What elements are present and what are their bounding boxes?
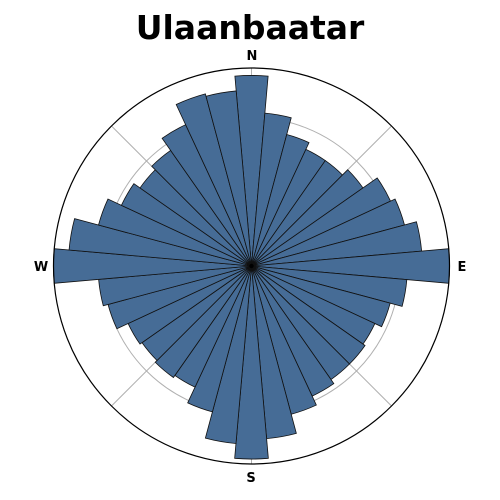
direction-label-north: N bbox=[247, 49, 258, 64]
direction-label-east: E bbox=[458, 260, 467, 275]
rose-bars bbox=[53, 75, 450, 460]
direction-label-south: S bbox=[246, 471, 255, 486]
rose-bar-290 bbox=[98, 198, 252, 267]
chart-title: Ulaanbaatar bbox=[135, 8, 365, 47]
center-dot bbox=[249, 263, 254, 269]
rose-bar-350 bbox=[205, 90, 252, 267]
outer-frame-circle bbox=[52, 67, 451, 465]
rose-bar-0 bbox=[234, 75, 269, 267]
rose-bar-110 bbox=[251, 265, 391, 328]
polar-frame bbox=[52, 67, 451, 465]
rose-bar-180 bbox=[234, 265, 269, 460]
rose-bar-340 bbox=[175, 93, 252, 267]
rose-bar-200 bbox=[187, 265, 252, 413]
rose-bar-20 bbox=[251, 134, 310, 267]
direction-label-west: W bbox=[34, 260, 48, 275]
rose-bar-220 bbox=[154, 265, 252, 379]
rose-bar-300 bbox=[120, 183, 252, 267]
